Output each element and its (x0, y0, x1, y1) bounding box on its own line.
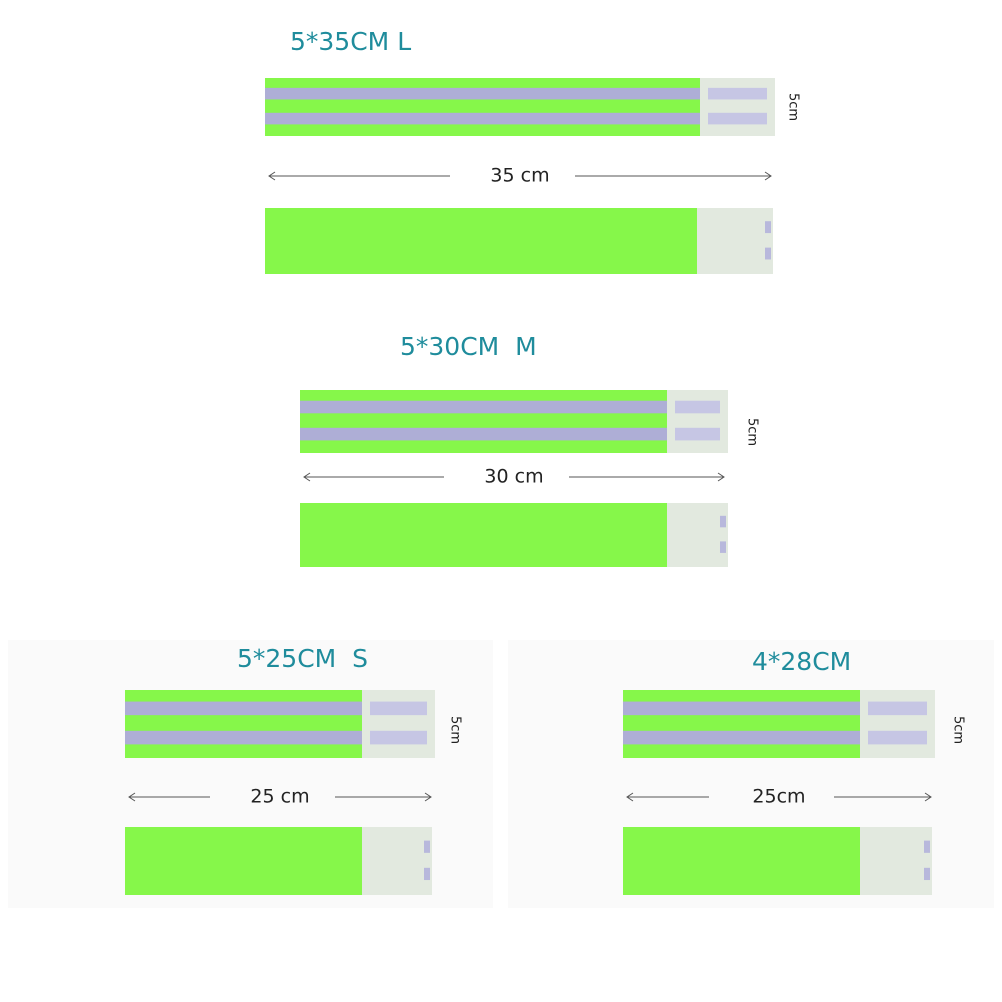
velcro-patch (667, 390, 728, 453)
arrow-head (268, 171, 276, 181)
velcro-hook (708, 112, 767, 125)
velcro-patch (860, 827, 932, 895)
height-label: 5cm (745, 418, 760, 446)
reflective-stripe (623, 701, 860, 716)
velcro-tab (924, 840, 930, 853)
length-label: 30 cm (484, 466, 543, 488)
velcro-patch (860, 690, 935, 758)
arrow-head (424, 792, 432, 802)
velcro-tab (424, 840, 430, 853)
arrow-head (717, 472, 725, 482)
velcro-tab (765, 247, 771, 260)
velcro-patch (362, 827, 432, 895)
reflective-stripe (265, 87, 700, 100)
reflective-stripe (300, 427, 667, 441)
velcro-hook (708, 87, 767, 100)
velcro-tab (924, 867, 930, 881)
size-title: 5*30CM M (400, 332, 537, 361)
arrow-head (303, 472, 311, 482)
reflective-stripe (300, 400, 667, 414)
height-label: 5cm (448, 716, 463, 744)
velcro-patch (697, 208, 773, 274)
velcro-hook (675, 400, 720, 414)
reflective-stripe (265, 112, 700, 125)
band-back (265, 208, 773, 274)
arrow-head (128, 792, 136, 802)
size-title: 4*28CM (752, 647, 851, 676)
length-label: 35 cm (490, 165, 549, 187)
length-label: 25 cm (250, 786, 309, 808)
velcro-tab (720, 541, 726, 553)
velcro-patch (700, 78, 775, 136)
height-label: 5cm (951, 716, 966, 744)
velcro-tab (424, 867, 430, 881)
reflective-stripe (125, 730, 362, 745)
band-front (265, 78, 775, 136)
band-back (300, 503, 728, 567)
velcro-hook (675, 427, 720, 441)
velcro-hook (370, 701, 427, 716)
velcro-patch (362, 690, 435, 758)
velcro-patch (667, 503, 728, 567)
arrow-head (626, 792, 634, 802)
length-label: 25cm (752, 786, 805, 808)
size-title: 5*35CM L (290, 27, 411, 56)
arrow-head (764, 171, 772, 181)
reflective-stripe (125, 701, 362, 716)
size-title: 5*25CM S (237, 644, 368, 673)
velcro-hook (868, 701, 927, 716)
height-label: 5cm (786, 93, 801, 121)
reflective-stripe (623, 730, 860, 745)
velcro-hook (868, 730, 927, 745)
band-front (300, 390, 728, 453)
arrow-head (924, 792, 932, 802)
velcro-tab (765, 221, 771, 234)
velcro-tab (720, 515, 726, 528)
velcro-hook (370, 730, 427, 745)
